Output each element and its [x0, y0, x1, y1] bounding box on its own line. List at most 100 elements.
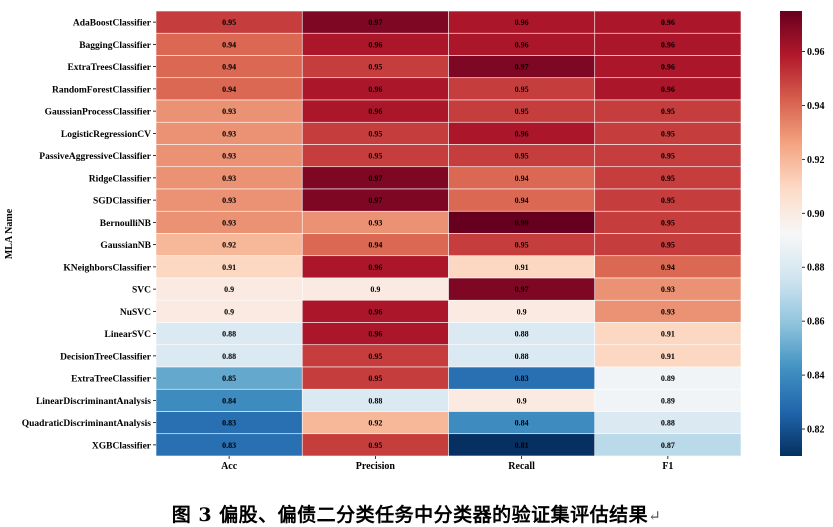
- cell-value-label: 0.95: [515, 152, 529, 161]
- row-tick-label: KNeighborsClassifier: [63, 263, 151, 273]
- cell-value-label: 0.96: [515, 18, 529, 27]
- cell-value-label: 0.96: [661, 85, 675, 94]
- cell-value-label: 0.9: [370, 285, 380, 294]
- cell-value-label: 0.84: [222, 396, 236, 405]
- cell-value-label: 0.93: [661, 307, 675, 316]
- row-tick-label: GaussianProcessClassifier: [45, 108, 152, 118]
- cell-value-label: 0.96: [368, 263, 382, 272]
- return-mark: ↵: [648, 507, 662, 525]
- colorbar-tick-label: 0.92: [807, 155, 825, 166]
- row-tick-label: BernoulliNB: [100, 219, 152, 229]
- cell-value-label: 0.95: [368, 129, 382, 138]
- cell-value-label: 0.95: [222, 18, 236, 27]
- cell-value-label: 0.95: [661, 152, 675, 161]
- cell-value-label: 0.92: [222, 241, 236, 250]
- cell-value-label: 0.97: [515, 285, 529, 294]
- column-tick-label: Recall: [508, 461, 535, 472]
- cell-value-label: 0.93: [222, 107, 236, 116]
- cell-value-label: 0.81: [515, 441, 529, 450]
- cell-value-label: 0.94: [222, 63, 236, 72]
- cell-value-label: 0.97: [368, 196, 382, 205]
- row-tick-label: SGDClassifier: [93, 197, 152, 207]
- row-tick-label: GaussianNB: [100, 241, 151, 251]
- cell-value-label: 0.94: [515, 174, 529, 183]
- cell-value-label: 0.94: [368, 241, 382, 250]
- row-tick-label: LinearDiscriminantAnalysis: [36, 397, 151, 407]
- colorbar-tick-label: 0.88: [807, 263, 825, 274]
- cell-value-label: 0.93: [222, 152, 236, 161]
- cell-value-label: 0.95: [661, 241, 675, 250]
- row-tick-label: RandomForestClassifier: [52, 85, 152, 95]
- cell-value-label: 0.91: [661, 330, 675, 339]
- cell-value-label: 0.9: [224, 285, 234, 294]
- cell-value-label: 0.96: [661, 63, 675, 72]
- colorbar-tick-label: 0.84: [807, 371, 825, 382]
- cell-value-label: 0.93: [222, 129, 236, 138]
- cell-value-label: 0.92: [368, 419, 382, 428]
- cell-value-label: 0.93: [222, 196, 236, 205]
- cell-value-label: 0.9: [517, 396, 527, 405]
- cell-value-label: 0.88: [222, 330, 236, 339]
- row-tick-label: ExtraTreeClassifier: [71, 375, 152, 385]
- row-tick-label: AdaBoostClassifier: [73, 19, 152, 29]
- cell-value-label: 0.94: [515, 196, 529, 205]
- cell-value-label: 0.95: [368, 441, 382, 450]
- cell-value-label: 0.96: [368, 107, 382, 116]
- cell-value-label: 0.95: [661, 174, 675, 183]
- cell-value-label: 0.9: [224, 307, 234, 316]
- cell-value-label: 0.93: [661, 285, 675, 294]
- cell-value-label: 0.89: [661, 374, 675, 383]
- row-tick-label: BaggingClassifier: [79, 41, 152, 51]
- cell-value-label: 0.91: [661, 352, 675, 361]
- cell-value-label: 0.96: [368, 330, 382, 339]
- cell-value-label: 0.96: [368, 85, 382, 94]
- row-tick-label: PassiveAggressiveClassifier: [39, 152, 151, 162]
- row-tick-label: NuSVC: [120, 308, 151, 318]
- cell-value-label: 0.83: [222, 441, 236, 450]
- cell-value-label: 0.96: [661, 40, 675, 49]
- column-tick-label: F1: [662, 461, 673, 472]
- row-tick-label: RidgeClassifier: [89, 174, 152, 184]
- colorbar-gradient: [780, 11, 802, 456]
- cell-value-label: 0.83: [222, 419, 236, 428]
- column-tick-label: Acc: [221, 461, 238, 472]
- cell-value-label: 0.91: [515, 263, 529, 272]
- row-tick-label: LinearSVC: [105, 330, 152, 340]
- cell-value-label: 0.87: [661, 441, 675, 450]
- cell-value-label: 0.97: [368, 18, 382, 27]
- cell-value-label: 0.95: [661, 107, 675, 116]
- cell-value-label: 0.94: [222, 85, 236, 94]
- row-tick-labels: AdaBoostClassifier BaggingClassifier Extra…: [22, 19, 156, 451]
- cell-value-label: 0.96: [515, 129, 529, 138]
- colorbar-tick-label: 0.90: [807, 209, 825, 220]
- cell-value-label: 0.85: [222, 374, 236, 383]
- cell-value-label: 0.95: [368, 352, 382, 361]
- cell-value-label: 0.83: [515, 374, 529, 383]
- cell-value-label: 0.97: [368, 174, 382, 183]
- row-tick-label: SVC: [132, 286, 151, 296]
- cell-value-label: 0.95: [368, 152, 382, 161]
- cell-value-label: 0.88: [661, 419, 675, 428]
- row-tick-label: LogisticRegressionCV: [61, 130, 151, 140]
- cell-value-label: 0.93: [222, 218, 236, 227]
- cell-value-label: 0.95: [368, 63, 382, 72]
- cell-value-label: 0.94: [222, 40, 236, 49]
- row-tick-label: XGBClassifier: [92, 441, 152, 451]
- cell-value-label: 0.95: [661, 218, 675, 227]
- cell-value-label: 0.99: [515, 218, 529, 227]
- cell-value-label: 0.96: [661, 18, 675, 27]
- cell-value-label: 0.96: [368, 307, 382, 316]
- cell-value-label: 0.95: [515, 241, 529, 250]
- cell-value-label: 0.88: [368, 396, 382, 405]
- heatmap-cells: [155, 10, 742, 457]
- heatmap-cell-labels: 0.95 0.97 0.96 0.96 0.94 0.96 0.96 0.96 0.94 0.95…: [222, 18, 675, 450]
- cell-value-label: 0.94: [661, 263, 675, 272]
- cell-value-label: 0.93: [368, 218, 382, 227]
- colorbar: 0.82 0.84 0.86 0.88 0.90 0.92 0.94 0.96: [780, 11, 825, 456]
- cell-value-label: 0.93: [222, 174, 236, 183]
- cell-value-label: 0.91: [222, 263, 236, 272]
- cell-value-label: 0.95: [368, 374, 382, 383]
- cell-value-label: 0.88: [515, 330, 529, 339]
- row-tick-label: ExtraTreesClassifier: [67, 63, 151, 73]
